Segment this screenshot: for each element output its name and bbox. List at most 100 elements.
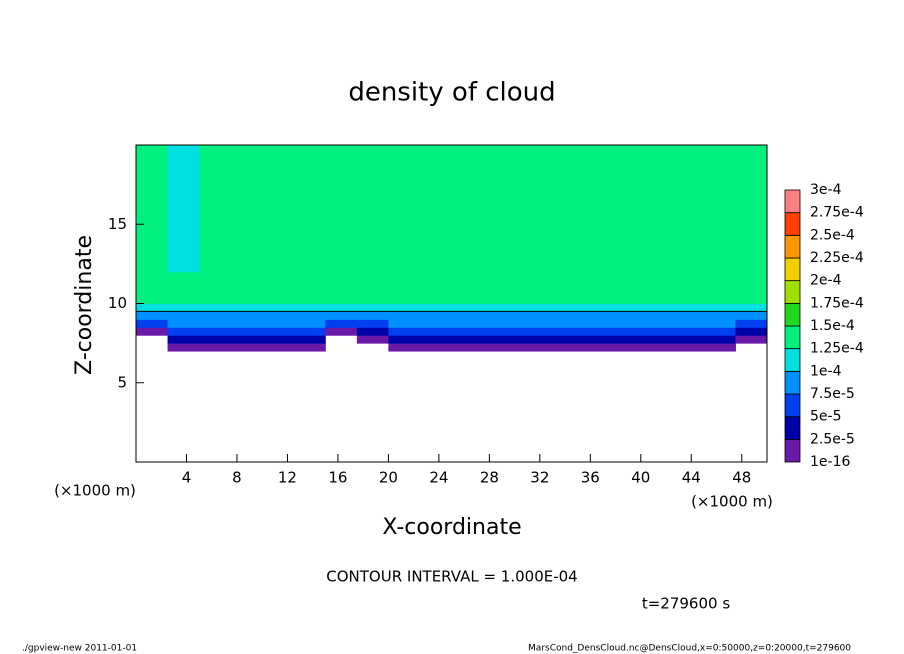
cell (577, 145, 610, 273)
cell (609, 343, 642, 352)
x-unit-label: (×1000 m) (54, 482, 136, 500)
cell (325, 271, 358, 304)
cell (167, 311, 200, 320)
cell (293, 343, 326, 352)
cell (546, 271, 579, 304)
cell (419, 145, 452, 273)
cell (451, 145, 484, 273)
colorbar-swatch (784, 280, 801, 304)
cell (167, 271, 200, 304)
cell (546, 327, 579, 336)
cell (199, 303, 232, 312)
cell (577, 303, 610, 312)
colorbar-label: 1.5e-4 (810, 318, 855, 334)
cell (167, 319, 200, 328)
cell (672, 271, 705, 304)
cell (325, 145, 358, 273)
cell (514, 271, 547, 304)
cell (136, 319, 169, 328)
cell (609, 145, 642, 273)
colorbar-label: 3e-4 (810, 182, 842, 198)
cell (483, 319, 516, 328)
cell (609, 319, 642, 328)
y-tick-label: 5 (117, 373, 127, 391)
x-tick-label: 44 (682, 469, 701, 487)
cell (325, 311, 358, 320)
cell (230, 327, 263, 336)
colorbar-swatch (784, 212, 801, 236)
cell (546, 343, 579, 352)
cell (672, 335, 705, 344)
colorbar-swatch (784, 393, 801, 418)
cell (388, 311, 421, 320)
cell (230, 271, 263, 304)
cell (483, 343, 516, 352)
cell (703, 327, 736, 336)
cell (735, 271, 768, 304)
cell (419, 319, 452, 328)
x-tick-label: 16 (328, 469, 347, 487)
cell (199, 343, 232, 352)
cell (451, 311, 484, 320)
cell (577, 319, 610, 328)
colorbar-swatch (784, 438, 801, 463)
x-tick-label: 28 (480, 469, 499, 487)
cell (735, 327, 768, 336)
cell (546, 145, 579, 273)
cell (546, 303, 579, 312)
colorbar-label: 1.25e-4 (810, 341, 864, 357)
cell (703, 319, 736, 328)
cell (136, 145, 169, 273)
cell (262, 327, 295, 336)
cell (388, 327, 421, 336)
cell (356, 145, 389, 273)
time-label: t=279600 s (642, 595, 730, 613)
cell (419, 335, 452, 344)
cell (577, 343, 610, 352)
cell (199, 145, 232, 273)
cell (514, 335, 547, 344)
cell (262, 335, 295, 344)
cell (609, 327, 642, 336)
cell (262, 343, 295, 352)
cell (703, 303, 736, 312)
x-tick-label: 8 (232, 469, 242, 487)
cell (230, 303, 263, 312)
cell (230, 335, 263, 344)
cell (640, 271, 673, 304)
colorbar-swatch (784, 348, 801, 372)
cell (640, 335, 673, 344)
colorbar-label: 1.75e-4 (810, 295, 864, 311)
cell (136, 311, 169, 320)
cell (703, 343, 736, 352)
annotation: CONTOUR INTERVAL = 1.000E-04 (326, 568, 577, 586)
cell (356, 335, 389, 344)
cell (230, 343, 263, 352)
cell (703, 311, 736, 320)
cell (735, 335, 768, 344)
cell (199, 335, 232, 344)
cell (388, 343, 421, 352)
colorbar-swatch (784, 234, 801, 259)
cell (703, 145, 736, 273)
cell (703, 271, 736, 304)
cell (735, 145, 768, 273)
y-tick-label: 10 (108, 294, 127, 312)
x-axis-label: X-coordinate (382, 515, 521, 540)
cell (640, 303, 673, 312)
cell (293, 335, 326, 344)
x-unit-label: (×1000 m) (691, 493, 773, 511)
cell (356, 271, 389, 304)
footer-right: MarsCond_DensCloud.nc@DensCloud,x=0:5000… (528, 644, 851, 654)
cell (451, 319, 484, 328)
colorbar-swatch (784, 416, 801, 440)
y-tick-label: 15 (108, 215, 127, 233)
cell (293, 319, 326, 328)
cell (640, 319, 673, 328)
colorbar-swatch (784, 325, 801, 350)
x-tick-label: 4 (182, 469, 192, 487)
cell (577, 335, 610, 344)
cell (640, 145, 673, 273)
cell (230, 311, 263, 320)
